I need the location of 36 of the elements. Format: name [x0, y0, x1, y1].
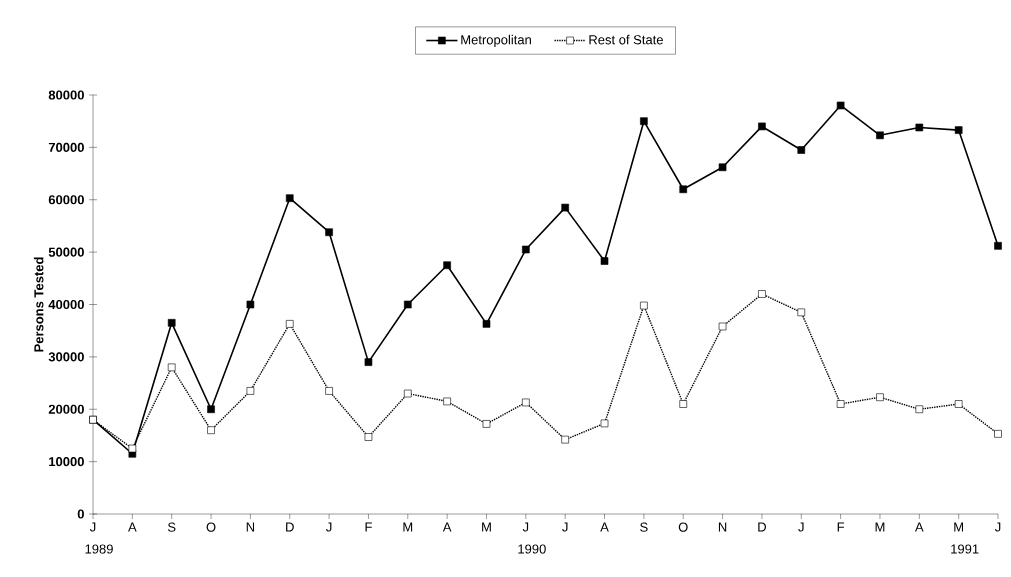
- x-tick-label: M 1991: [951, 522, 979, 554]
- y-tick-label: 30000: [48, 352, 84, 362]
- y-tick-label: 20000: [48, 404, 84, 414]
- x-tick-label: S: [640, 522, 648, 532]
- x-tick-label: N: [718, 522, 727, 532]
- x-tick-label: J: [798, 522, 804, 532]
- y-tick-label: 50000: [48, 247, 84, 257]
- y-tick-label: 80000: [48, 90, 84, 100]
- x-tick-label: J 1989: [85, 522, 113, 554]
- x-tick-label: D: [286, 522, 294, 532]
- x-tick-label: F: [837, 522, 845, 532]
- y-tick-label: 40000: [48, 299, 84, 310]
- x-tick-label: J: [562, 522, 568, 532]
- x-tick-label: J: [994, 522, 1001, 532]
- x-tick-label: F: [365, 522, 372, 532]
- legend-label: Rest of State: [589, 34, 663, 45]
- x-tick-label: J: [326, 522, 332, 532]
- y-tick-label: 0: [77, 509, 84, 519]
- legend-label: Metropolitan: [461, 34, 531, 47]
- x-tick-label: A: [442, 522, 452, 532]
- y-tick-label: 10000: [49, 457, 84, 467]
- y-axis-title: Persons Tested: [33, 257, 44, 352]
- x-tick-label: D: [758, 522, 766, 532]
- x-tick-label: O: [206, 522, 216, 532]
- x-tick-label: S: [167, 522, 176, 532]
- x-tick-label: N: [246, 522, 255, 532]
- x-tick-label: O: [678, 522, 688, 532]
- x-tick-label: A: [915, 522, 924, 532]
- x-tick-label: M: [403, 522, 413, 532]
- x-tick-label: M: [875, 522, 885, 532]
- x-tick-label: M: [482, 522, 491, 532]
- y-tick-label: 60000: [48, 195, 84, 205]
- x-tick-label: A: [128, 522, 137, 532]
- x-tick-label: J 1990: [518, 522, 546, 554]
- x-tick-label: A: [600, 522, 609, 532]
- y-tick-label: 70000: [48, 142, 84, 152]
